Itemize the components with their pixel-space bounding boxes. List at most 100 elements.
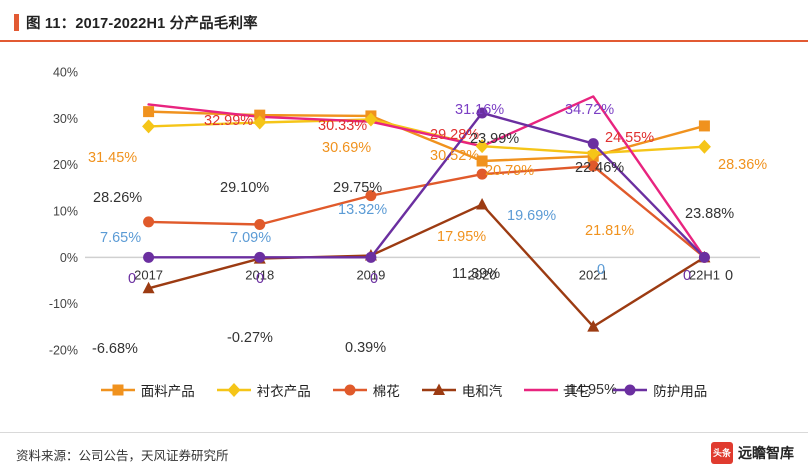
legend-marker-icon [216, 383, 251, 397]
data-label: 30.33% [318, 118, 367, 134]
data-label: 0 [370, 271, 378, 287]
data-label: 30.69% [322, 140, 371, 156]
legend-label: 防护用品 [653, 384, 708, 399]
data-label: 28.36% [718, 157, 767, 173]
data-point-marker [253, 115, 267, 130]
legend-item-6[interactable]: 防护用品 [613, 380, 707, 400]
data-label: 23.88% [685, 206, 734, 222]
data-point-marker [586, 146, 600, 161]
data-point-marker [344, 384, 356, 396]
watermark-logo: 头条 远瞻智库 [711, 442, 794, 464]
figure-footer: 资料来源：公司公告，天风证券研究所 头条 远瞻智库 [0, 432, 808, 472]
data-label: -0.27% [227, 330, 273, 346]
series-line [147, 111, 706, 259]
data-label: 29.10% [220, 180, 269, 196]
data-label: 19.69% [507, 208, 556, 224]
legend-label: 面料产品 [140, 384, 195, 399]
legend-item-2[interactable]: 衬衣产品 [216, 380, 311, 400]
data-point-marker [254, 251, 266, 263]
data-point-marker [365, 251, 377, 263]
x-axis-tick: 2018 [245, 267, 274, 282]
data-point-marker [365, 190, 377, 202]
data-point-marker [476, 168, 488, 180]
data-label: 32.99% [204, 113, 253, 129]
data-point-marker [697, 139, 711, 154]
data-point-marker [587, 160, 599, 172]
x-axis-tick: 2021 [579, 267, 608, 282]
data-point-marker [476, 155, 488, 167]
toutiao-badge-text: 头条 [712, 447, 731, 458]
data-point-marker [254, 218, 266, 230]
data-point-marker [698, 120, 710, 132]
toutiao-badge: 头条 [711, 442, 733, 464]
data-label: 30.52% [430, 148, 479, 164]
data-point-marker [475, 139, 489, 154]
data-label: 20.79% [485, 163, 534, 179]
line-chart-svg: -20% -10% 0% 10% 20% 30% 40% 2017 2018 2019 2020 20… [49, 66, 767, 399]
legend-marker-icon [524, 383, 559, 397]
legend-label: 棉花 [372, 384, 400, 399]
series-line [147, 203, 706, 328]
data-label: 29.28% [430, 127, 479, 143]
legend-marker-icon [421, 383, 456, 397]
data-point-marker [143, 251, 155, 263]
y-axis-tick: 0% [60, 251, 78, 265]
legend-marker-icon [100, 383, 135, 397]
data-label: 7.09% [230, 230, 271, 246]
data-label: 21.81% [585, 223, 634, 239]
data-label: 31.45% [88, 150, 137, 166]
data-label: 17.95% [437, 229, 486, 245]
legend-label: 衬衣产品 [256, 384, 311, 399]
data-point-marker [587, 138, 599, 150]
data-point-marker [364, 112, 378, 127]
data-label: 7.65% [100, 230, 141, 246]
data-label: 0 [597, 262, 605, 278]
legend-label: 电和汽 [461, 384, 503, 399]
page-title: 图 11：2017-2022H1 分产品毛利率 [26, 16, 258, 32]
header-accent-bar [14, 14, 19, 31]
data-point-marker [587, 320, 600, 332]
data-point-marker [112, 384, 124, 396]
data-label: 0 [128, 271, 136, 287]
data-label: 0 [683, 268, 691, 284]
logo-label: 远瞻智库 [738, 445, 794, 461]
data-point-marker [624, 384, 636, 396]
data-point-marker [227, 383, 241, 397]
data-label: 11.39% [452, 266, 500, 282]
x-axis-tick: 2017 [134, 267, 163, 282]
legend-item-5[interactable]: 其它 [524, 380, 591, 400]
data-point-marker [254, 109, 266, 121]
data-label: 0 [725, 268, 733, 284]
legend-marker-icon [613, 383, 648, 397]
figure-header: 图 11：2017-2022H1 分产品毛利率 [0, 0, 808, 42]
data-point-marker [698, 251, 710, 263]
data-point-marker [432, 383, 445, 395]
source-note: 资料来源：公司公告，天风证券研究所 [16, 449, 229, 463]
legend-item-4[interactable]: 电和汽 [421, 380, 503, 400]
chart-legend: 面料产品 衬衣产品 棉花 电和汽 其它 防护用品 [0, 372, 808, 408]
x-axis-tick: 2019 [356, 267, 385, 282]
legend-marker-icon [332, 383, 367, 397]
chart-area: -20% -10% 0% 10% 20% 30% 40% 2017 2018 2019 2020 20… [0, 42, 808, 432]
x-axis-tick: 2020 [468, 267, 497, 282]
legend-item-1[interactable]: 面料产品 [100, 380, 195, 400]
data-label: 13.32% [338, 202, 387, 218]
data-point-marker [143, 106, 155, 118]
data-point-marker [142, 281, 155, 294]
data-label: 22.46% [575, 160, 624, 176]
x-axis-tick: 22H1 [689, 267, 720, 282]
data-label: 34.72% [565, 102, 614, 118]
data-label: -6.68% [92, 341, 138, 357]
legend-item-3[interactable]: 棉花 [332, 380, 400, 400]
data-label: -14.95% [563, 382, 617, 398]
data-point-marker [143, 216, 155, 228]
series-line [147, 95, 706, 259]
y-axis-tick: -20% [49, 344, 78, 358]
data-point-marker [476, 107, 488, 119]
data-label: 24.55% [605, 130, 654, 146]
y-axis-tick: 40% [53, 66, 78, 80]
y-axis-tick: 30% [53, 112, 78, 126]
y-axis-tick: 10% [53, 205, 78, 219]
data-label: 31.16% [455, 102, 504, 118]
legend-label: 其它 [564, 384, 592, 399]
